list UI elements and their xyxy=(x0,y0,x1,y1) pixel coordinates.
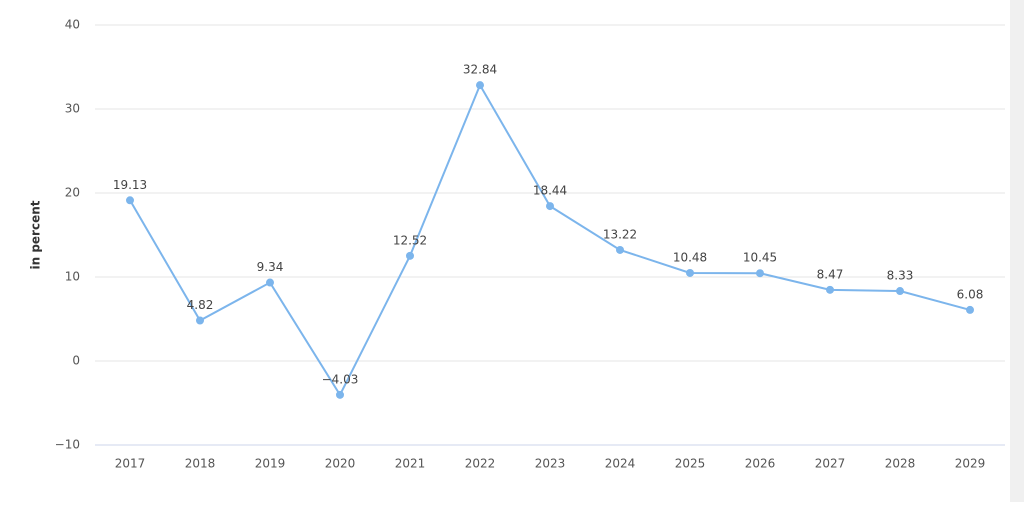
scrollbar xyxy=(1010,0,1024,502)
point xyxy=(336,390,344,399)
point xyxy=(896,287,904,296)
point xyxy=(966,305,974,314)
line xyxy=(129,82,971,397)
x-tick-label: 2017 xyxy=(115,457,146,471)
x-tick-label: 2028 xyxy=(885,457,916,471)
data-label: 12.52 xyxy=(393,233,427,247)
x-tick-label: 2022 xyxy=(465,457,496,471)
y-tick-label: 10 xyxy=(65,270,80,284)
x-tick-label: 2021 xyxy=(395,457,426,471)
data-label: 19.13 xyxy=(113,178,147,192)
point xyxy=(546,202,554,211)
point xyxy=(826,285,834,294)
data-label: 32.84 xyxy=(463,63,497,77)
data-label: 9.34 xyxy=(257,260,284,274)
data-label: 4.82 xyxy=(187,298,214,312)
point xyxy=(406,251,414,260)
data-label: 6.08 xyxy=(957,287,984,301)
point xyxy=(126,196,134,205)
x-tick-label: 2024 xyxy=(605,457,636,471)
x-tick-label: 2023 xyxy=(535,457,566,471)
x-tick-label: 2020 xyxy=(325,457,356,471)
data-label: 10.45 xyxy=(743,251,777,265)
data-label: 18.44 xyxy=(533,184,567,198)
data-label: 13.22 xyxy=(603,227,637,241)
data-label: −4.03 xyxy=(322,372,359,386)
data-label: 8.47 xyxy=(817,267,844,281)
y-axis-label: in percent xyxy=(29,200,43,269)
point xyxy=(196,316,204,325)
x-tick-label: 2027 xyxy=(815,457,846,471)
y-tick-label: 30 xyxy=(65,102,80,116)
x-tick-label: 2029 xyxy=(955,457,986,471)
point xyxy=(266,278,274,287)
y-tick-label: −10 xyxy=(55,438,80,452)
data-label: 8.33 xyxy=(887,269,914,283)
x-tick-label: 2019 xyxy=(255,457,286,471)
point xyxy=(756,269,764,278)
point xyxy=(686,268,694,277)
x-tick-label: 2025 xyxy=(675,457,706,471)
y-tick-label: 20 xyxy=(65,186,80,200)
data-label: 10.48 xyxy=(673,250,707,264)
x-tick-label: 2018 xyxy=(185,457,216,471)
y-tick-label: 0 xyxy=(72,354,80,368)
y-tick-label: 40 xyxy=(65,18,80,32)
point xyxy=(476,81,484,90)
point xyxy=(616,245,624,254)
x-tick-label: 2026 xyxy=(745,457,776,471)
